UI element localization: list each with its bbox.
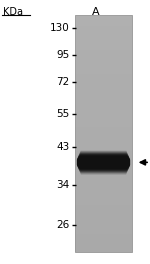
FancyBboxPatch shape bbox=[79, 165, 128, 171]
FancyBboxPatch shape bbox=[80, 151, 127, 157]
Bar bbox=[75, 240, 132, 246]
Bar bbox=[75, 151, 132, 157]
Bar bbox=[75, 246, 132, 252]
Bar bbox=[75, 44, 132, 50]
FancyBboxPatch shape bbox=[75, 15, 132, 252]
Bar bbox=[75, 228, 132, 234]
Bar bbox=[75, 145, 132, 151]
Bar bbox=[75, 163, 132, 169]
Text: 55: 55 bbox=[57, 109, 70, 119]
Bar bbox=[75, 62, 132, 68]
FancyBboxPatch shape bbox=[81, 168, 126, 174]
Bar bbox=[75, 157, 132, 163]
Text: 34: 34 bbox=[57, 180, 70, 190]
Bar bbox=[75, 169, 132, 175]
FancyBboxPatch shape bbox=[80, 153, 128, 159]
Bar bbox=[75, 21, 132, 26]
FancyBboxPatch shape bbox=[79, 154, 128, 161]
FancyBboxPatch shape bbox=[78, 155, 129, 162]
Bar bbox=[75, 68, 132, 74]
Bar bbox=[75, 38, 132, 44]
FancyBboxPatch shape bbox=[78, 162, 129, 168]
FancyBboxPatch shape bbox=[77, 161, 130, 167]
Bar bbox=[75, 74, 132, 80]
FancyBboxPatch shape bbox=[80, 166, 127, 172]
FancyBboxPatch shape bbox=[78, 162, 129, 169]
Bar bbox=[75, 175, 132, 181]
Bar bbox=[75, 50, 132, 56]
Bar bbox=[75, 187, 132, 193]
Text: 130: 130 bbox=[50, 23, 70, 33]
FancyBboxPatch shape bbox=[78, 161, 129, 167]
Bar bbox=[75, 32, 132, 38]
FancyBboxPatch shape bbox=[80, 152, 127, 158]
Text: 72: 72 bbox=[57, 77, 70, 87]
FancyBboxPatch shape bbox=[79, 164, 128, 171]
Bar bbox=[75, 193, 132, 199]
Bar bbox=[75, 139, 132, 145]
FancyBboxPatch shape bbox=[80, 166, 128, 172]
Text: KDa: KDa bbox=[3, 7, 23, 17]
FancyBboxPatch shape bbox=[78, 157, 129, 163]
Text: 95: 95 bbox=[57, 50, 70, 60]
Bar bbox=[75, 181, 132, 187]
FancyBboxPatch shape bbox=[80, 167, 127, 173]
FancyBboxPatch shape bbox=[81, 169, 126, 175]
Bar bbox=[75, 116, 132, 121]
Text: 26: 26 bbox=[57, 220, 70, 230]
Text: 43: 43 bbox=[57, 142, 70, 152]
Bar bbox=[75, 56, 132, 62]
FancyBboxPatch shape bbox=[77, 160, 130, 166]
FancyBboxPatch shape bbox=[80, 152, 127, 159]
Bar bbox=[75, 205, 132, 211]
FancyBboxPatch shape bbox=[77, 159, 130, 165]
FancyBboxPatch shape bbox=[81, 150, 126, 157]
Bar bbox=[75, 15, 132, 21]
FancyBboxPatch shape bbox=[78, 157, 129, 164]
Bar bbox=[75, 86, 132, 92]
FancyBboxPatch shape bbox=[77, 158, 130, 164]
Bar bbox=[75, 121, 132, 128]
FancyBboxPatch shape bbox=[79, 164, 128, 170]
Bar bbox=[75, 222, 132, 228]
Bar bbox=[75, 103, 132, 110]
Bar bbox=[75, 110, 132, 116]
Bar bbox=[75, 216, 132, 222]
FancyBboxPatch shape bbox=[78, 163, 129, 169]
Bar bbox=[75, 80, 132, 86]
Bar bbox=[75, 98, 132, 103]
Bar bbox=[75, 133, 132, 139]
Bar bbox=[75, 211, 132, 216]
Bar bbox=[75, 128, 132, 133]
FancyBboxPatch shape bbox=[77, 159, 130, 166]
FancyBboxPatch shape bbox=[80, 167, 127, 174]
Bar bbox=[75, 92, 132, 98]
Bar bbox=[75, 199, 132, 205]
Bar bbox=[75, 26, 132, 32]
Text: A: A bbox=[92, 7, 99, 17]
FancyBboxPatch shape bbox=[78, 156, 129, 162]
FancyBboxPatch shape bbox=[79, 154, 128, 160]
Bar bbox=[75, 234, 132, 240]
FancyBboxPatch shape bbox=[79, 155, 128, 161]
